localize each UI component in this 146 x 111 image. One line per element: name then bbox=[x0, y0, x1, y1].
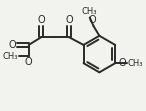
Text: CH₃: CH₃ bbox=[3, 52, 18, 61]
Text: O: O bbox=[37, 15, 45, 25]
Text: O: O bbox=[118, 58, 126, 68]
Text: CH₃: CH₃ bbox=[82, 7, 98, 16]
Text: CH₃: CH₃ bbox=[128, 59, 143, 68]
Text: O: O bbox=[65, 15, 73, 25]
Text: O: O bbox=[9, 40, 16, 50]
Text: O: O bbox=[25, 57, 33, 67]
Text: O: O bbox=[89, 15, 97, 25]
